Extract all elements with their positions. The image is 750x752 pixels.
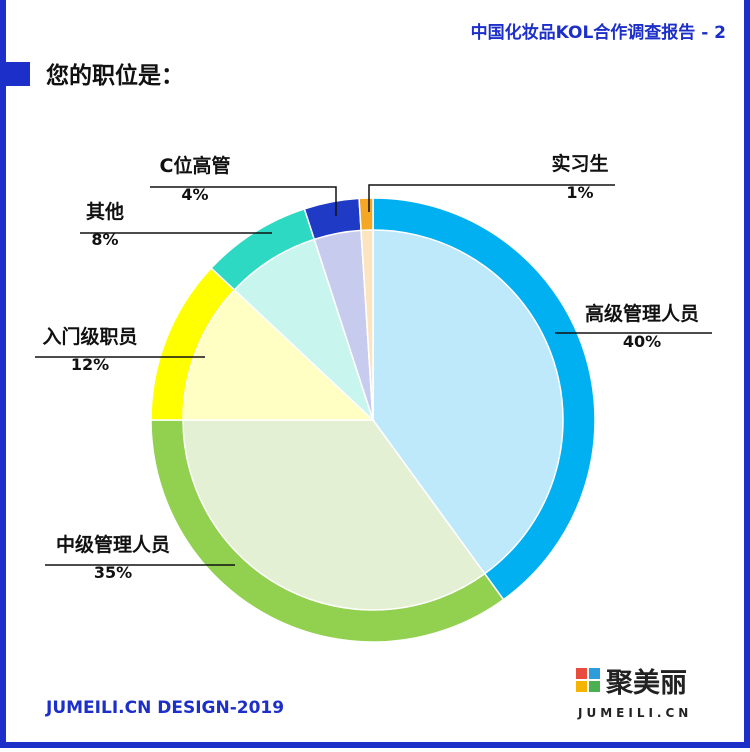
pie-slice (182, 419, 486, 611)
value-label: 12% (71, 355, 109, 374)
slice-label: C位高管 (160, 154, 231, 177)
pie-slice (182, 288, 375, 421)
slice-label: 中级管理人员 (56, 533, 170, 556)
frame-corner (0, 0, 6, 12)
logo-square (576, 668, 587, 679)
value-label: 35% (94, 563, 132, 582)
value-label: 4% (181, 185, 208, 204)
value-label: 1% (566, 183, 593, 202)
footer: JUMEILI.CN DESIGN-2019 (45, 698, 284, 718)
value-label: 40% (623, 332, 661, 351)
logo-square (576, 681, 587, 692)
pie-slice (372, 229, 564, 575)
chart-title: 您的职位是： (46, 62, 184, 89)
frame-top-gap (0, 0, 750, 12)
logo-site: JUMEILI.CN (577, 706, 692, 720)
logo-name: 聚美丽 (605, 667, 687, 699)
slice-label: 其他 (86, 200, 124, 223)
logo-square (589, 668, 600, 679)
header: 中国化妆品KOL合作调查报告 - 2 (471, 22, 726, 43)
leader-line (150, 186, 337, 216)
value-label: 8% (91, 230, 118, 249)
pie-slice (360, 229, 374, 421)
pie-slice (233, 238, 374, 421)
leader-line (368, 184, 615, 212)
logo: 聚美丽 JUMEILI.CN (576, 667, 692, 720)
title-marker (6, 62, 30, 86)
slice-label: 高级管理人员 (585, 302, 699, 325)
logo-square (589, 681, 600, 692)
slice-label: 入门级职员 (42, 325, 137, 348)
slice-label: 实习生 (551, 152, 608, 175)
frame-corner (744, 0, 750, 12)
